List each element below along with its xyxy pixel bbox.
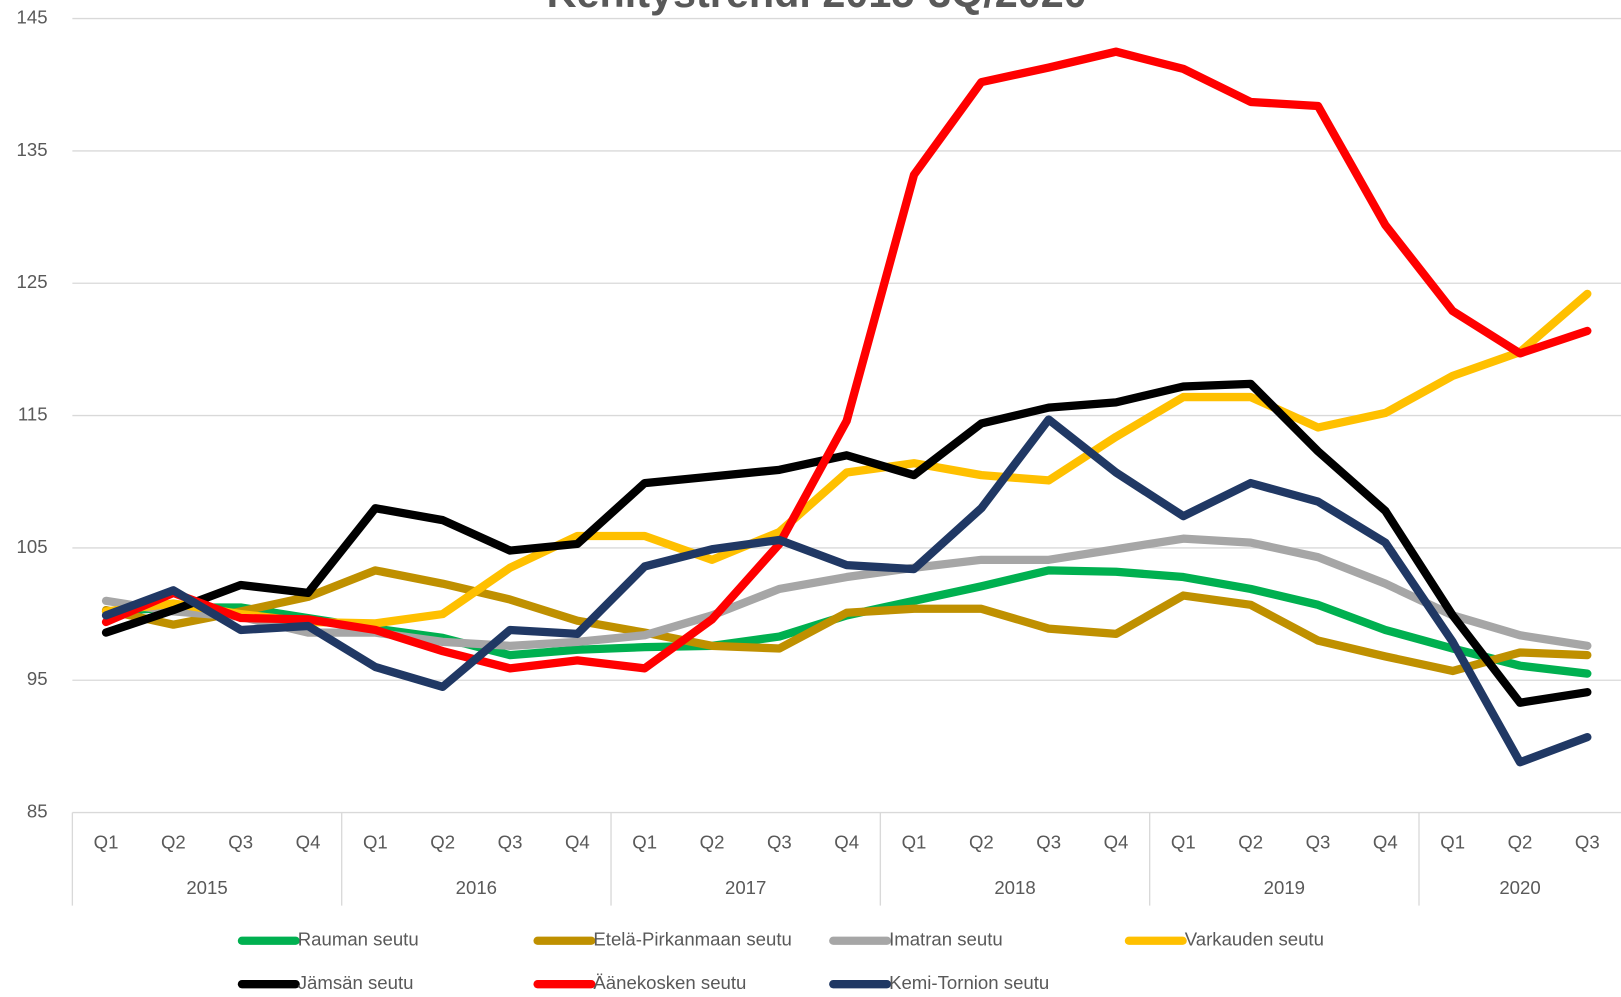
x-tick-label: Q2: [700, 831, 725, 852]
x-tick-label: Q3: [1575, 831, 1600, 852]
y-tick-label: 105: [17, 536, 48, 557]
x-tick-label: Q1: [1171, 831, 1196, 852]
x-tick-label: Q4: [1104, 831, 1129, 852]
x-tick-label: Q1: [1440, 831, 1465, 852]
x-tick-label: Q1: [363, 831, 388, 852]
x-group-label: 2018: [994, 877, 1035, 898]
x-group-label: 2015: [186, 877, 227, 898]
x-tick-label: Q4: [1373, 831, 1398, 852]
x-tick-label: Q3: [1036, 831, 1061, 852]
x-tick-label: Q3: [1306, 831, 1331, 852]
legend-label: Kemi-Tornion seutu: [889, 972, 1049, 993]
legend-label: Rauman seutu: [298, 929, 419, 950]
x-tick-label: Q3: [767, 831, 792, 852]
series-line: [101, 47, 1592, 673]
y-tick-label: 115: [18, 403, 48, 424]
x-tick-label: Q2: [430, 831, 455, 852]
y-tick-label: 85: [27, 800, 48, 821]
y-tick-label: 135: [17, 139, 48, 160]
x-tick-label: Q2: [1238, 831, 1263, 852]
y-tick-label: 145: [17, 7, 48, 28]
series-line: [101, 415, 1592, 767]
x-tick-label: Q1: [632, 831, 657, 852]
chart-title: Kehitystrendi 2015-3Q/2020: [547, 0, 1087, 16]
x-tick-label: Q4: [296, 831, 321, 852]
y-tick-label: 125: [17, 271, 48, 292]
series-line: [101, 534, 1592, 650]
series-line: [101, 379, 1592, 707]
y-tick-label: 95: [27, 668, 48, 689]
series-line: [101, 566, 1592, 676]
x-tick-label: Q1: [902, 831, 927, 852]
legend-label: Varkauden seutu: [1185, 929, 1324, 950]
legend-label: Jämsän seutu: [298, 972, 414, 993]
x-tick-label: Q2: [1508, 831, 1533, 852]
x-group-label: 2019: [1264, 877, 1305, 898]
legend-label: Etelä-Pirkanmaan seutu: [593, 929, 791, 950]
x-group-label: 2016: [456, 877, 497, 898]
legend-label: Imatran seutu: [889, 929, 1003, 950]
x-tick-label: Q1: [94, 831, 119, 852]
chart-body: Kehitystrendi 2015-3Q/2020 85 95 105 115 125…: [17, 0, 1621, 993]
x-group-label: 2020: [1499, 877, 1540, 898]
legend-label: Äänekosken seutu: [593, 972, 746, 993]
x-tick-label: Q2: [161, 831, 186, 852]
x-tick-label: Q3: [498, 831, 523, 852]
x-group-label: 2017: [725, 877, 766, 898]
x-tick-label: Q3: [228, 831, 253, 852]
x-tick-label: Q2: [969, 831, 994, 852]
x-tick-label: Q4: [565, 831, 590, 852]
x-tick-label: Q4: [834, 831, 859, 852]
